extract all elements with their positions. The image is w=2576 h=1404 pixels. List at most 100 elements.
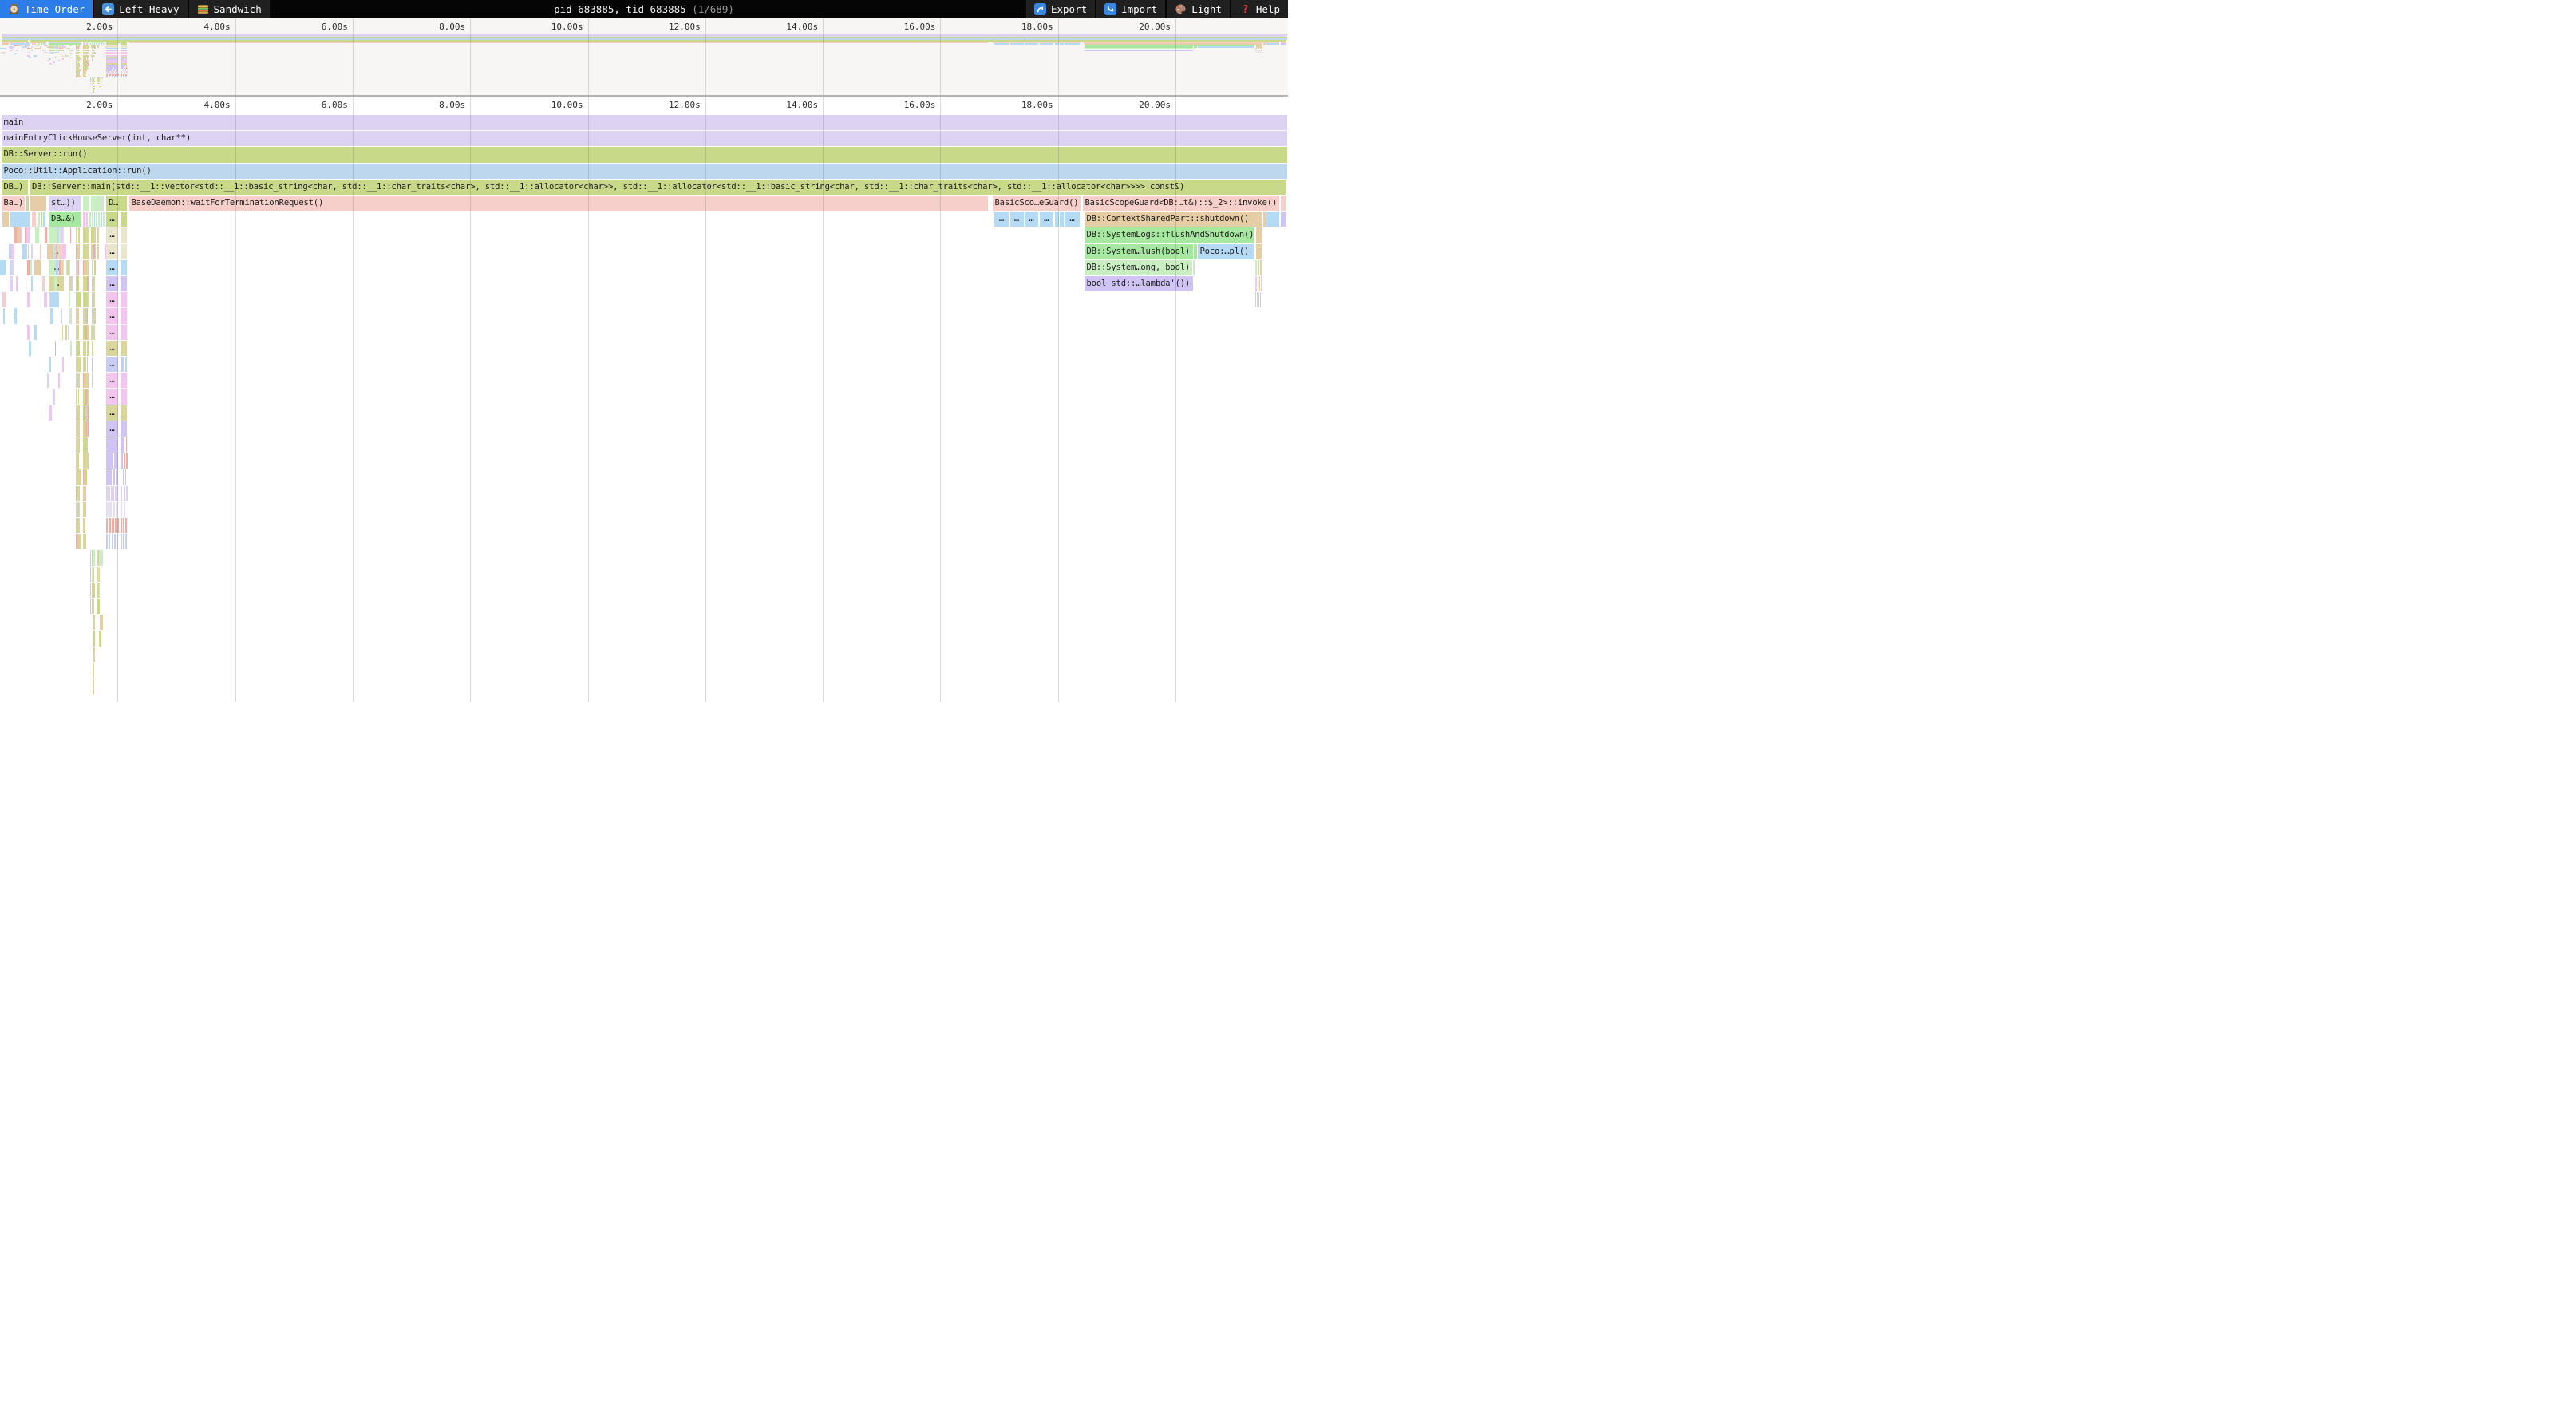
flame-cell[interactable] xyxy=(77,340,81,356)
flame-cell[interactable] xyxy=(114,453,118,469)
flame-cell[interactable] xyxy=(123,485,125,501)
flame-cell[interactable] xyxy=(10,276,14,292)
flame-cell[interactable] xyxy=(121,405,127,421)
flame-cell[interactable] xyxy=(84,437,86,453)
flame-cell[interactable] xyxy=(92,566,93,582)
flame-cell[interactable] xyxy=(1255,276,1257,292)
flame-cell[interactable]: DB::ContextSharedPart::shutdown() xyxy=(1084,212,1262,227)
flame-cell[interactable] xyxy=(123,518,124,534)
flame-cell[interactable] xyxy=(44,292,47,308)
flame-cell[interactable] xyxy=(121,485,122,501)
flame-cell[interactable] xyxy=(1262,212,1266,227)
flame-cell[interactable] xyxy=(93,631,95,647)
flame-cell[interactable] xyxy=(82,534,85,550)
flame-cell[interactable]: … xyxy=(106,421,118,437)
flame-cell[interactable] xyxy=(91,259,93,275)
flame-cell[interactable] xyxy=(91,324,93,340)
flame-cell[interactable] xyxy=(97,227,99,243)
flame-cell[interactable] xyxy=(99,615,101,631)
flame-cell[interactable] xyxy=(120,243,124,259)
flame-cell[interactable] xyxy=(93,324,96,340)
flame-cell[interactable] xyxy=(121,534,122,550)
flame-cell[interactable] xyxy=(82,308,85,324)
flame-cell[interactable] xyxy=(117,518,119,534)
flame-cell[interactable]: BasicScopeGuard<DB:…t&)::$_2>::invoke() xyxy=(1082,196,1279,212)
flame-cell[interactable] xyxy=(85,357,87,373)
flame-cell[interactable]: … xyxy=(106,405,118,421)
flame-cell[interactable] xyxy=(42,276,45,292)
flame-cell[interactable] xyxy=(87,340,89,356)
flame-cell[interactable] xyxy=(82,437,85,453)
flame-cell[interactable] xyxy=(98,212,100,227)
flame-cell[interactable] xyxy=(90,196,97,212)
flame-cell[interactable] xyxy=(124,243,127,259)
flame-cell[interactable]: D… xyxy=(106,196,127,212)
flame-cell[interactable] xyxy=(0,259,6,275)
flame-cell[interactable]: st…)) xyxy=(49,196,81,212)
flame-cell[interactable] xyxy=(121,292,127,308)
flame-cell[interactable] xyxy=(125,437,127,453)
flame-cell[interactable] xyxy=(77,308,80,324)
tab-time-order[interactable]: Time Order xyxy=(0,0,93,18)
flame-cell[interactable] xyxy=(87,389,89,405)
flame-cell[interactable] xyxy=(101,196,104,212)
flame-cell[interactable] xyxy=(1259,259,1262,275)
flame-cell[interactable] xyxy=(91,276,93,292)
flame-cell[interactable] xyxy=(121,373,127,389)
flame-cell[interactable] xyxy=(14,227,18,243)
flame-cell[interactable]: main xyxy=(1,115,1287,131)
flame-cell[interactable] xyxy=(83,227,85,243)
flame-cell[interactable] xyxy=(84,292,85,308)
flame-cell[interactable] xyxy=(37,212,40,227)
flame-cell[interactable]: mainEntryClickHouseServer(int, char**) xyxy=(1,131,1287,147)
flame-cell[interactable] xyxy=(84,518,86,534)
flame-cell[interactable] xyxy=(10,243,14,259)
flame-cell[interactable] xyxy=(14,308,18,324)
flame-cell[interactable] xyxy=(106,534,108,550)
flame-cell[interactable]: BaseDaemon::waitForTerminationRequest() xyxy=(128,196,988,212)
flame-cell[interactable] xyxy=(1255,292,1257,308)
flame-cell[interactable] xyxy=(77,534,81,550)
flame-cell[interactable] xyxy=(85,453,87,469)
flame-cell[interactable]: Poco:…pl() xyxy=(1197,243,1254,259)
flame-cell[interactable] xyxy=(125,518,127,534)
flame-cell[interactable]: DB…&) xyxy=(49,212,81,227)
flame-cell[interactable] xyxy=(77,485,80,501)
flame-cell[interactable] xyxy=(87,243,89,259)
flame-cell[interactable] xyxy=(91,373,93,389)
flame-cell[interactable] xyxy=(9,259,11,275)
flame-cell[interactable] xyxy=(76,534,77,550)
flame-cell[interactable] xyxy=(114,534,116,550)
flame-cell[interactable] xyxy=(87,421,89,437)
flame-cell[interactable] xyxy=(84,324,85,340)
flame-cell[interactable] xyxy=(28,340,32,356)
flame-cell[interactable] xyxy=(76,227,77,243)
flame-cell[interactable] xyxy=(62,243,66,259)
flame-cell[interactable] xyxy=(85,324,87,340)
flame-cell[interactable] xyxy=(101,212,102,227)
flame-cell[interactable] xyxy=(85,308,88,324)
flame-cell[interactable]: Poco::Util::Application::run() xyxy=(1,163,1287,179)
export-button[interactable]: Export xyxy=(1025,0,1096,18)
flame-cell[interactable] xyxy=(61,259,64,275)
tab-sandwich[interactable]: Sandwich xyxy=(188,0,270,18)
flame-cell[interactable] xyxy=(32,212,36,227)
flame-cell[interactable] xyxy=(82,373,85,389)
light-button[interactable]: Light xyxy=(1167,0,1230,18)
flame-cell[interactable] xyxy=(91,227,93,243)
flame-cell[interactable] xyxy=(121,421,127,437)
flame-cell[interactable]: … xyxy=(106,212,118,227)
flame-cell[interactable] xyxy=(49,292,59,308)
flame-cell[interactable] xyxy=(77,373,80,389)
flame-cell[interactable] xyxy=(85,405,88,421)
flame-cell[interactable] xyxy=(53,276,57,292)
flame-cell[interactable] xyxy=(78,357,81,373)
flame-cell[interactable] xyxy=(97,196,101,212)
flame-cell[interactable] xyxy=(85,501,87,517)
flame-cell[interactable] xyxy=(77,324,79,340)
flame-cell[interactable] xyxy=(34,227,40,243)
flame-cell[interactable] xyxy=(76,421,78,437)
flame-cell[interactable] xyxy=(93,615,95,631)
flame-cell[interactable] xyxy=(26,196,29,212)
flame-cell[interactable] xyxy=(76,340,77,356)
